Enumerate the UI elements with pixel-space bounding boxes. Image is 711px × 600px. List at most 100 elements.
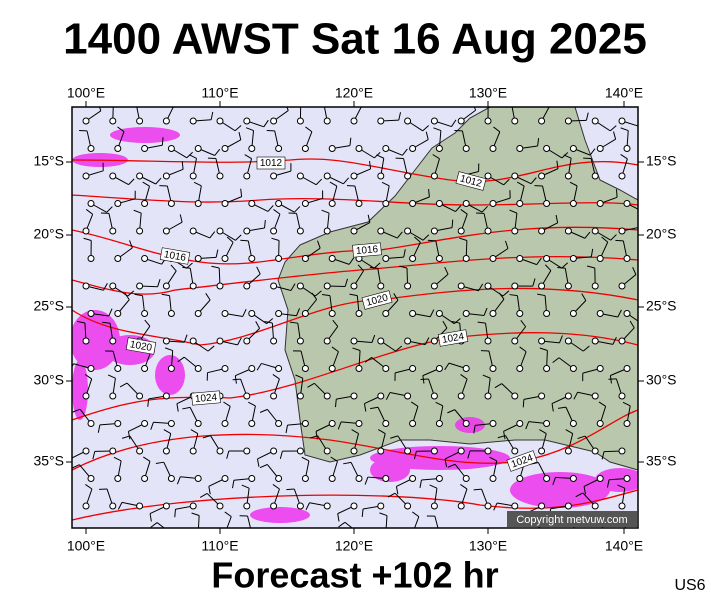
barb-flag bbox=[555, 214, 559, 223]
wind-barb bbox=[399, 265, 412, 290]
wind-barb bbox=[194, 249, 219, 262]
barb-flag bbox=[413, 451, 417, 460]
barb-station bbox=[489, 255, 497, 262]
barb-station bbox=[221, 310, 229, 317]
barb-station bbox=[596, 365, 604, 372]
wind-barb bbox=[538, 214, 559, 235]
barb-station bbox=[350, 117, 358, 125]
wind-barb bbox=[72, 464, 95, 482]
barb-station bbox=[489, 200, 497, 207]
barb-flag bbox=[393, 293, 399, 301]
wind-barb bbox=[109, 172, 135, 186]
isobar-label-text: 1020 bbox=[129, 339, 153, 354]
wind-barb bbox=[467, 447, 492, 459]
barb-station bbox=[516, 145, 524, 152]
barb-flag bbox=[209, 231, 216, 239]
barb-flag bbox=[509, 294, 518, 297]
barb-flag bbox=[537, 293, 546, 297]
barb-station bbox=[564, 172, 572, 180]
lon-label-top: 100°E bbox=[67, 85, 105, 101]
barb-flag bbox=[117, 126, 125, 133]
barb-station bbox=[216, 117, 224, 125]
wind-barb bbox=[266, 129, 283, 152]
wind-barb bbox=[409, 236, 421, 262]
barb-station bbox=[115, 531, 121, 537]
lon-label-top: 140°E bbox=[605, 85, 643, 101]
wind-barb bbox=[289, 531, 309, 549]
barb-flag bbox=[210, 111, 214, 120]
barb-flag bbox=[598, 401, 606, 407]
barb-flag bbox=[73, 527, 74, 528]
wind-barb bbox=[601, 447, 626, 460]
barb-station bbox=[194, 365, 202, 372]
barb-station bbox=[355, 200, 363, 207]
barb-flag bbox=[290, 283, 296, 291]
wind-barb bbox=[87, 308, 113, 317]
wind-barb bbox=[412, 511, 420, 528]
barb-station bbox=[517, 531, 523, 537]
barb-flag bbox=[307, 382, 315, 388]
barb-flag bbox=[317, 240, 321, 249]
wind-barb bbox=[232, 378, 251, 400]
barb-flag bbox=[211, 265, 220, 269]
barb-flag bbox=[620, 127, 629, 132]
barb-flag bbox=[266, 318, 274, 325]
barb-station bbox=[275, 475, 283, 482]
barb-station bbox=[216, 337, 224, 345]
barb-flag bbox=[349, 293, 358, 297]
barb-flag bbox=[544, 264, 552, 271]
barb-station bbox=[296, 117, 304, 125]
barb-flag bbox=[113, 456, 122, 462]
barb-station bbox=[189, 337, 197, 345]
wind-barb bbox=[409, 188, 430, 207]
barb-station bbox=[168, 531, 174, 537]
wind-barb bbox=[243, 219, 266, 235]
barb-flag bbox=[226, 236, 234, 243]
wind-barb bbox=[457, 484, 468, 510]
barb-flag bbox=[444, 458, 448, 467]
barb-station bbox=[296, 172, 304, 180]
barb-flag bbox=[575, 492, 584, 498]
barb-station bbox=[189, 282, 197, 290]
barb-flag bbox=[256, 266, 261, 275]
barb-station bbox=[167, 420, 175, 427]
isobar-label-box bbox=[191, 390, 221, 406]
lat-label-left: 35°S bbox=[33, 453, 64, 469]
barb-flag bbox=[321, 209, 330, 214]
barb-flag bbox=[248, 401, 256, 407]
wind-barb bbox=[608, 378, 626, 400]
barb-flag bbox=[329, 181, 338, 187]
barb-station bbox=[82, 282, 90, 290]
wind-barb bbox=[577, 435, 599, 455]
barb-flag bbox=[577, 435, 586, 440]
wind-barb bbox=[216, 337, 242, 346]
wind-barb bbox=[511, 278, 536, 290]
barb-station bbox=[301, 420, 309, 427]
lat-label-left: 15°S bbox=[33, 153, 64, 169]
wind-barb bbox=[127, 531, 148, 546]
wind-barb bbox=[489, 456, 498, 482]
barb-station bbox=[597, 531, 603, 537]
wind-barb bbox=[477, 321, 492, 345]
wind-barb bbox=[350, 264, 364, 290]
wind-barb bbox=[538, 429, 547, 455]
barb-station bbox=[569, 255, 577, 262]
barb-station bbox=[382, 310, 390, 317]
wind-barb bbox=[288, 212, 304, 235]
barb-station bbox=[221, 365, 229, 372]
barb-station bbox=[167, 475, 175, 482]
barb-station bbox=[350, 227, 358, 235]
barb-flag bbox=[289, 321, 298, 324]
wind-barb bbox=[162, 161, 184, 180]
barb-flag bbox=[150, 422, 154, 430]
barb-station bbox=[564, 227, 572, 235]
barb-station bbox=[114, 145, 122, 152]
wind-barb bbox=[457, 282, 484, 292]
barb-station bbox=[511, 227, 519, 235]
barb-flag bbox=[238, 131, 242, 140]
wind-barb bbox=[92, 447, 117, 460]
barb-station bbox=[162, 117, 170, 125]
isobar-label-text: 1024 bbox=[441, 331, 465, 346]
wind-barb bbox=[216, 227, 242, 241]
wind-barb bbox=[623, 200, 638, 210]
